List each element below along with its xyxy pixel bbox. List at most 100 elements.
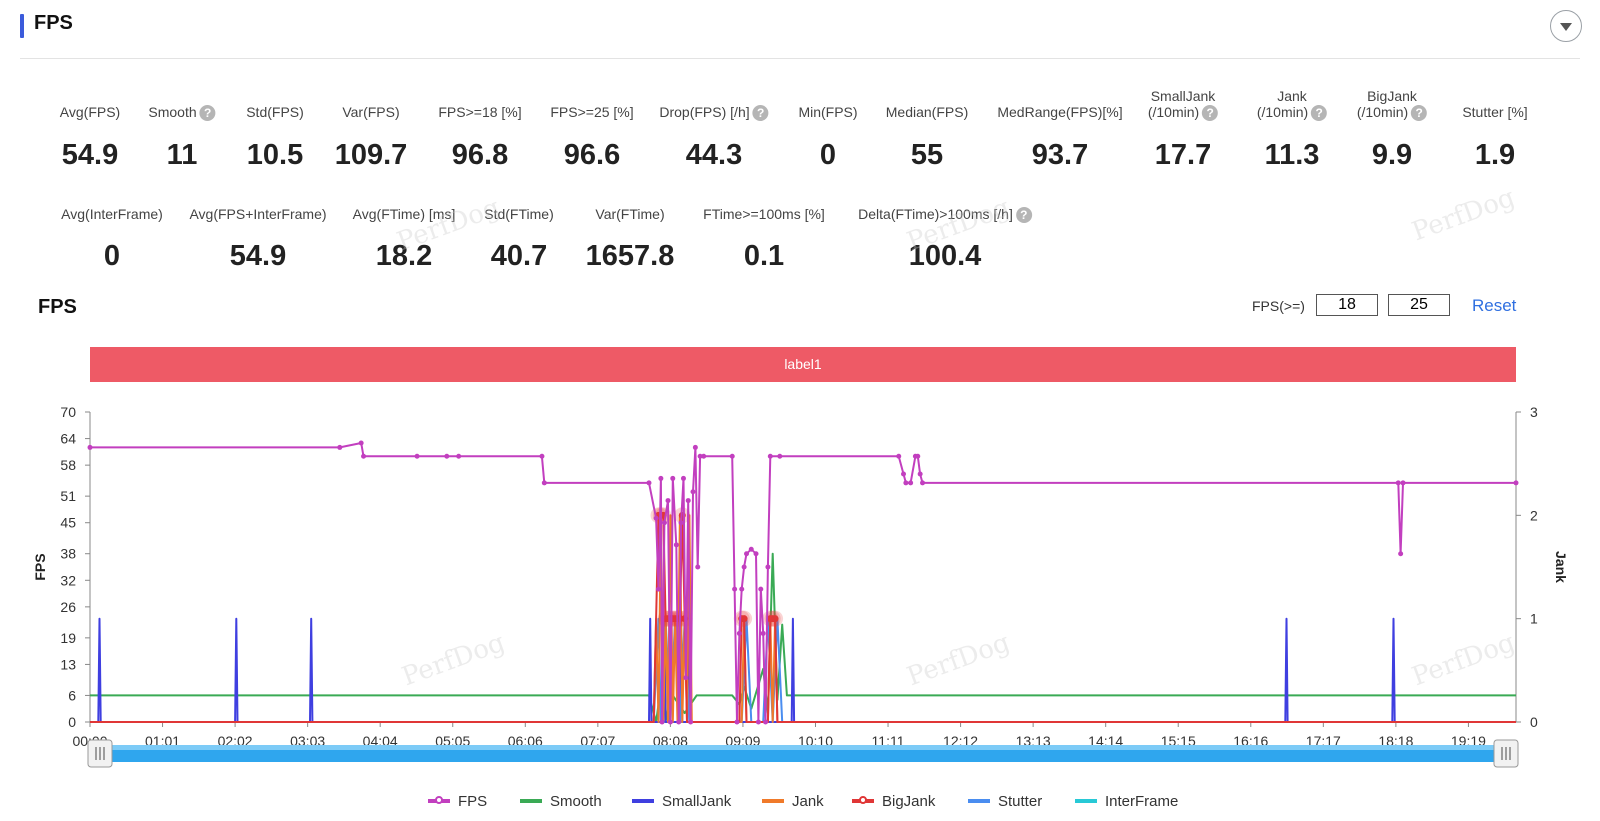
legend-item-smooth[interactable]: Smooth xyxy=(520,789,602,813)
legend-label: Smooth xyxy=(550,792,602,810)
fps-point xyxy=(760,630,766,636)
y2-tick-label: 0 xyxy=(1530,714,1538,730)
fps-point xyxy=(87,444,93,450)
metric-value: 96.8 xyxy=(451,139,509,171)
help-icon[interactable]: ? xyxy=(1311,105,1328,122)
bigjank-point xyxy=(740,615,748,623)
y-tick-label: 13 xyxy=(60,656,76,672)
metric-value: 0.1 xyxy=(743,240,785,272)
metric-label: Avg(FTime) [ms] xyxy=(353,206,456,222)
metric-value: 10.5 xyxy=(246,139,304,171)
legend-swatch-icon xyxy=(852,796,874,804)
fps-point xyxy=(414,453,420,459)
metric-value: 55 xyxy=(910,139,944,171)
y-tick-label: 45 xyxy=(60,515,76,531)
chevron-down-icon xyxy=(1560,23,1572,31)
legend-item-jank[interactable]: Jank xyxy=(762,789,824,813)
fps-point xyxy=(673,542,679,548)
metric-value: 109.7 xyxy=(334,139,408,171)
help-icon[interactable]: ? xyxy=(1411,105,1428,122)
fps-point xyxy=(777,453,783,459)
fps-point xyxy=(697,453,703,459)
y-axis-label: FPS xyxy=(32,553,48,580)
legend-swatch-icon xyxy=(968,799,990,803)
legend-item-smalljank[interactable]: SmallJank xyxy=(632,789,731,813)
range-slider-highlight xyxy=(91,745,1515,750)
metric-value: 18.2 xyxy=(375,240,433,272)
metric-label-unit: (/10min) xyxy=(1356,104,1409,120)
page-title: FPS xyxy=(34,12,73,34)
y2-axis-label: Jank xyxy=(1553,551,1569,583)
metric-label-text: Delta(FTime)>100ms [/h] xyxy=(858,206,1013,222)
help-icon[interactable]: ? xyxy=(199,105,216,122)
fps-threshold-label: FPS(>=) xyxy=(1252,298,1305,314)
legend-item-stutter[interactable]: Stutter xyxy=(968,789,1042,813)
metric-label-text: FTime>=100ms [%] xyxy=(703,206,825,222)
metric-value: 1657.8 xyxy=(585,240,675,272)
y-tick-label: 6 xyxy=(68,687,76,703)
collapse-button[interactable] xyxy=(1550,10,1582,42)
metric-label-text: FPS>=25 [%] xyxy=(550,104,634,120)
metric-label: Avg(FPS+InterFrame) xyxy=(189,206,326,222)
bigjank-point xyxy=(771,615,779,623)
fps-chart[interactable]: 0613192632384551586470012300:0001:0102:0… xyxy=(0,390,1600,790)
metric-value: 0 xyxy=(103,240,121,272)
fps-point xyxy=(655,586,661,592)
fps-point xyxy=(753,551,759,557)
legend-item-fps[interactable]: FPS xyxy=(428,789,487,813)
metric-value: 11.3 xyxy=(1264,139,1320,171)
metric-value: 0 xyxy=(819,139,837,171)
fps-point xyxy=(1400,480,1406,486)
reset-button[interactable]: Reset xyxy=(1472,296,1517,315)
fps-point xyxy=(917,471,923,477)
header-divider xyxy=(20,58,1580,59)
fps-point xyxy=(739,586,745,592)
metric-label-text: Drop(FPS) [/h] xyxy=(659,104,750,120)
metric-value: 93.7 xyxy=(1031,139,1089,171)
fps-point xyxy=(920,480,926,486)
metric-label-text: Avg(FTime) [ms] xyxy=(352,206,456,222)
metric-label: Std(FPS) xyxy=(246,104,304,120)
series-line-jank xyxy=(90,514,1516,723)
legend-label: BigJank xyxy=(882,792,936,810)
fps-point xyxy=(659,719,665,725)
legend-marker-icon xyxy=(859,796,867,804)
help-icon[interactable]: ? xyxy=(1015,207,1032,224)
series-line-bigjank xyxy=(90,514,1516,723)
fps-point xyxy=(646,480,652,486)
legend-label: InterFrame xyxy=(1105,792,1179,810)
y-tick-label: 51 xyxy=(60,488,76,504)
legend-item-interframe[interactable]: InterFrame xyxy=(1075,789,1178,813)
fps-threshold-high-input[interactable] xyxy=(1388,294,1450,316)
metric-value: 54.9 xyxy=(61,139,119,171)
fps-point xyxy=(456,453,462,459)
fps-point xyxy=(665,498,671,504)
metric-label: Avg(InterFrame) xyxy=(61,206,163,222)
fps-point xyxy=(690,489,696,495)
metric-label-text: Std(FPS) xyxy=(246,104,304,120)
y-tick-label: 26 xyxy=(60,599,76,615)
fps-point xyxy=(658,475,664,481)
fps-point xyxy=(361,453,367,459)
metric-label-text: FPS>=18 [%] xyxy=(438,104,522,120)
legend-swatch-icon xyxy=(632,799,654,803)
metric-label-text: Min(FPS) xyxy=(798,104,858,120)
metric-value: 40.7 xyxy=(490,240,548,272)
metric-value: 1.9 xyxy=(1474,139,1516,171)
fps-point xyxy=(732,586,738,592)
metric-label: FTime>=100ms [%] xyxy=(703,206,825,222)
metric-label-text: MedRange(FPS)[%] xyxy=(997,104,1123,120)
legend-swatch-icon xyxy=(520,799,542,803)
metric-label: Median(FPS) xyxy=(886,104,968,120)
legend-item-bigjank[interactable]: BigJank xyxy=(852,789,935,813)
label-bar[interactable]: label1 xyxy=(90,347,1516,382)
metric-label: MedRange(FPS)[%] xyxy=(997,104,1122,120)
fps-threshold-low-input[interactable] xyxy=(1316,294,1378,316)
help-icon[interactable]: ? xyxy=(752,105,769,122)
fps-point xyxy=(908,480,914,486)
help-icon[interactable]: ? xyxy=(1202,105,1219,122)
metric-label-text: Var(FTime) xyxy=(595,206,665,222)
legend-swatch-icon xyxy=(762,799,784,803)
fps-point xyxy=(1513,480,1519,486)
series-line-smalljank xyxy=(90,617,1516,723)
